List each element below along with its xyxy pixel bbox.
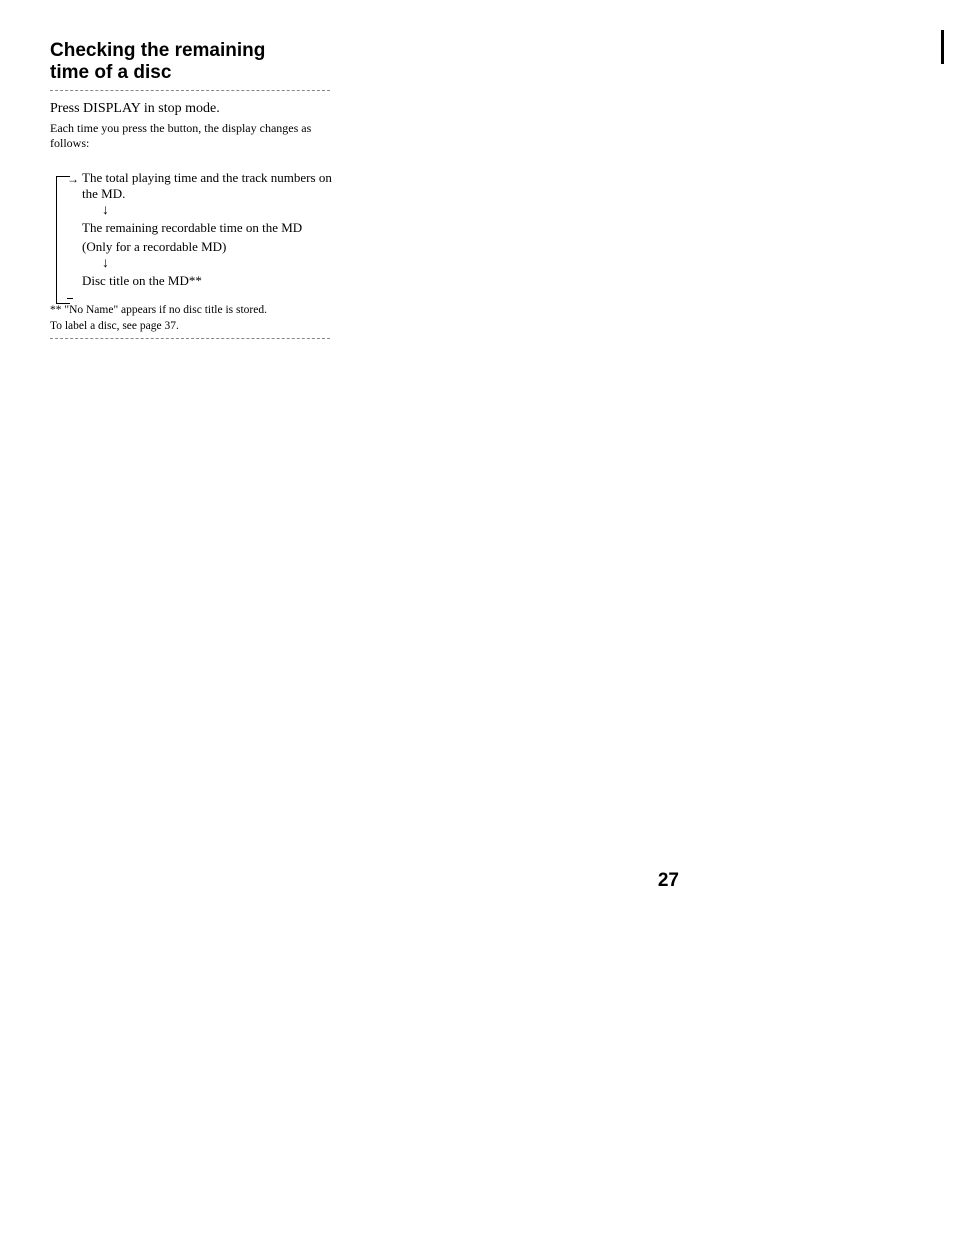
rule-top [50,90,330,91]
flow-item-3: Disc title on the MD** [82,273,332,289]
flow-diagram: → The total playing time and the track n… [56,170,904,289]
section-heading: Checking the remaining time of a disc [50,40,904,84]
rule-bottom [50,338,330,339]
flow-item-1: The total playing time and the track num… [82,170,332,203]
intro-main: Press DISPLAY in stop mode. [50,101,904,117]
page-number: 27 [658,870,679,892]
heading-line1: Checking the remaining [50,40,265,61]
footnote-line1: ** "No Name" appears if no disc title is… [50,303,350,319]
footnote-line2: To label a disc, see page 37. [50,319,350,335]
edge-mark [941,30,944,64]
arrow-right-icon: → [67,173,79,185]
heading-line2: time of a disc [50,62,171,83]
flow-item-2a: The remaining recordable time on the MD [82,220,332,236]
flow-items: The total playing time and the track num… [82,170,332,289]
intro-sub: Each time you press the button, the disp… [50,121,330,152]
flow-item-2b: (Only for a recordable MD) [82,239,332,255]
bracket-out [67,298,73,299]
flow-bracket [56,176,70,304]
down-arrow-icon: ↓ [102,204,332,218]
down-arrow-icon: ↓ [102,257,332,271]
